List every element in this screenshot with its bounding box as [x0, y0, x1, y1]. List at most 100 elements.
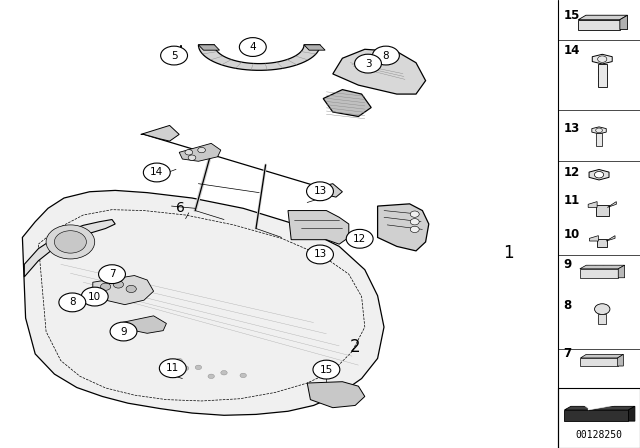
Circle shape — [595, 304, 610, 314]
Text: 15: 15 — [563, 9, 580, 22]
Polygon shape — [592, 54, 612, 64]
Circle shape — [346, 229, 373, 248]
Circle shape — [195, 365, 202, 370]
Polygon shape — [22, 190, 384, 415]
Circle shape — [240, 373, 246, 378]
Polygon shape — [620, 15, 627, 30]
Text: 10: 10 — [88, 292, 101, 302]
Polygon shape — [589, 236, 598, 241]
Text: 7: 7 — [109, 269, 115, 279]
Polygon shape — [580, 269, 618, 278]
Polygon shape — [597, 239, 607, 247]
Polygon shape — [288, 211, 349, 244]
Text: 13: 13 — [314, 250, 326, 259]
Circle shape — [198, 147, 205, 153]
Polygon shape — [378, 204, 429, 251]
Circle shape — [372, 46, 399, 65]
Polygon shape — [24, 220, 115, 277]
Polygon shape — [307, 382, 365, 408]
Circle shape — [208, 374, 214, 379]
Polygon shape — [580, 265, 625, 269]
Polygon shape — [606, 236, 615, 241]
Polygon shape — [588, 202, 597, 207]
Circle shape — [176, 358, 182, 363]
Polygon shape — [596, 134, 602, 146]
Text: 1: 1 — [504, 244, 514, 262]
Text: 13: 13 — [563, 122, 579, 135]
Circle shape — [410, 226, 419, 233]
Polygon shape — [564, 406, 635, 410]
Polygon shape — [592, 127, 606, 134]
Bar — [558, 388, 640, 448]
Circle shape — [313, 360, 340, 379]
Text: 11: 11 — [563, 194, 579, 207]
Circle shape — [54, 231, 86, 253]
Polygon shape — [618, 265, 625, 278]
Text: 10: 10 — [563, 228, 579, 241]
Circle shape — [159, 359, 186, 378]
Text: 8: 8 — [69, 297, 76, 307]
Text: 12: 12 — [353, 234, 366, 244]
Circle shape — [161, 46, 188, 65]
Text: 2: 2 — [350, 338, 360, 356]
Text: 00128250: 00128250 — [575, 430, 623, 439]
Text: 9: 9 — [563, 258, 572, 271]
Polygon shape — [598, 314, 606, 324]
Text: 12: 12 — [563, 166, 579, 179]
Circle shape — [410, 219, 419, 225]
Polygon shape — [314, 184, 342, 197]
Circle shape — [188, 155, 196, 160]
Circle shape — [46, 225, 95, 259]
Text: 8: 8 — [563, 299, 572, 313]
Polygon shape — [93, 276, 154, 305]
Circle shape — [410, 211, 419, 217]
Circle shape — [355, 54, 381, 73]
Circle shape — [143, 163, 170, 182]
Polygon shape — [333, 49, 426, 94]
Text: 9: 9 — [120, 327, 127, 336]
Circle shape — [99, 265, 125, 284]
Polygon shape — [618, 354, 623, 366]
Circle shape — [59, 293, 86, 312]
Polygon shape — [580, 401, 614, 410]
Text: 8: 8 — [383, 51, 389, 60]
Text: 13: 13 — [314, 186, 326, 196]
Text: 11: 11 — [166, 363, 179, 373]
Text: 7: 7 — [563, 347, 572, 360]
Polygon shape — [628, 406, 635, 421]
Circle shape — [182, 366, 189, 370]
Polygon shape — [607, 202, 616, 207]
Text: 4: 4 — [250, 42, 256, 52]
Circle shape — [81, 287, 108, 306]
Polygon shape — [179, 143, 221, 161]
Text: 15: 15 — [320, 365, 333, 375]
Polygon shape — [122, 316, 166, 333]
Circle shape — [307, 245, 333, 264]
Circle shape — [185, 150, 193, 155]
Polygon shape — [198, 45, 220, 50]
Circle shape — [126, 285, 136, 293]
Polygon shape — [580, 358, 618, 366]
Polygon shape — [580, 354, 623, 358]
Text: 5: 5 — [171, 51, 177, 60]
Text: 3: 3 — [365, 59, 371, 69]
Polygon shape — [141, 125, 179, 141]
Text: 14: 14 — [563, 43, 580, 57]
Polygon shape — [198, 45, 320, 70]
Polygon shape — [596, 205, 609, 216]
Text: 6: 6 — [176, 201, 185, 215]
Circle shape — [221, 370, 227, 375]
Circle shape — [100, 283, 111, 290]
Polygon shape — [579, 15, 627, 20]
Circle shape — [595, 172, 604, 178]
Text: 14: 14 — [150, 168, 163, 177]
Polygon shape — [579, 20, 620, 30]
Polygon shape — [564, 410, 628, 421]
Circle shape — [110, 322, 137, 341]
Polygon shape — [323, 90, 371, 116]
Polygon shape — [589, 169, 609, 180]
Polygon shape — [598, 64, 607, 87]
Circle shape — [307, 182, 333, 201]
Circle shape — [113, 281, 124, 288]
Circle shape — [239, 38, 266, 56]
